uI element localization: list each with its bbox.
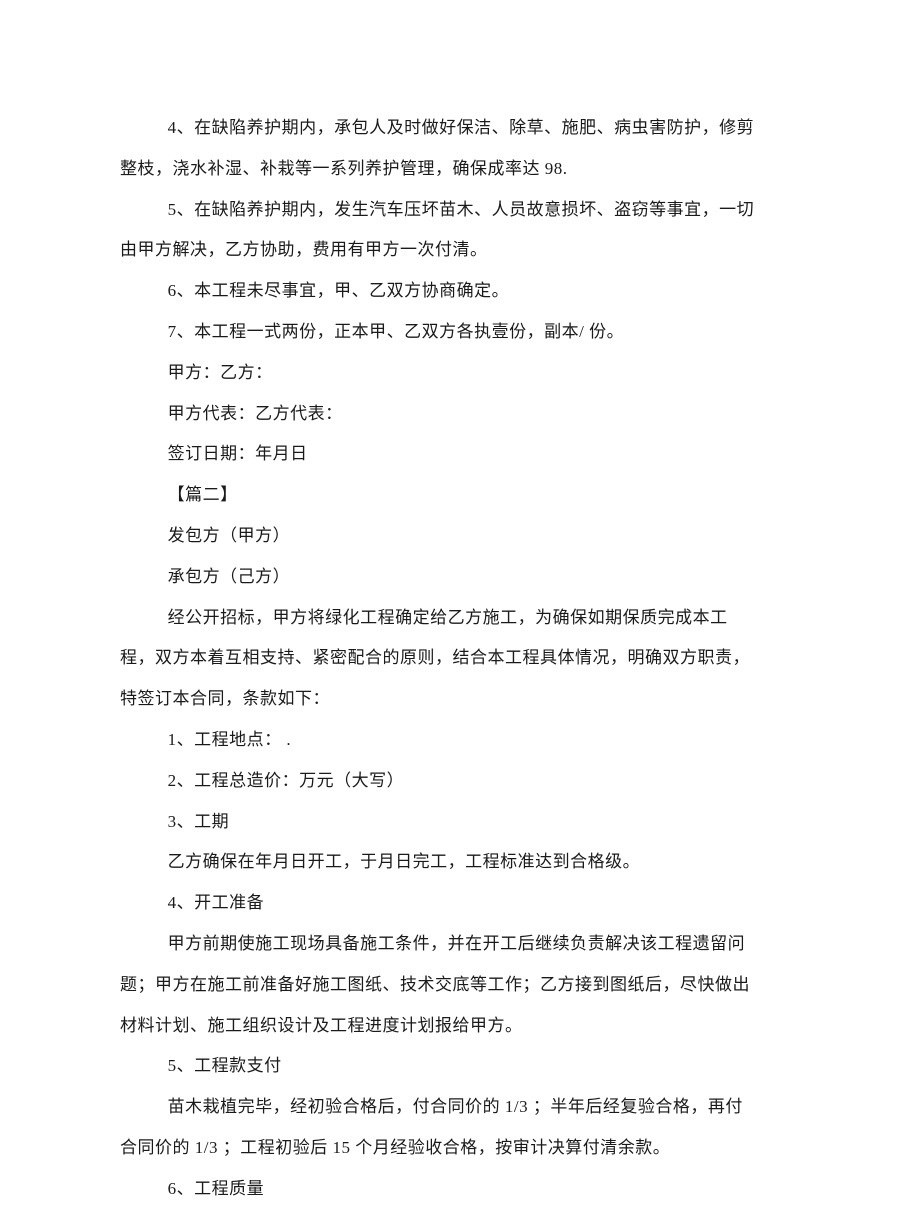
body-text: 6、本工程未尽事宜，甲、乙双方协商确定。	[120, 271, 800, 312]
body-text: 由甲方解决，乙方协助，费用有甲方一次付清。	[120, 230, 800, 271]
body-text: 特签订本合同，条款如下：	[120, 679, 800, 720]
document-page: 4、在缺陷养护期内，承包人及时做好保洁、除草、施肥、病虫害防护，修剪 整枝，浇水…	[0, 0, 920, 1192]
body-text: 4、开工准备	[120, 883, 800, 924]
body-text: 6、工程质量	[120, 1169, 800, 1210]
body-text: 合同价的 1/3 ；工程初验后 15 个月经验收合格，按审计决算付清余款。	[120, 1128, 800, 1169]
body-text: 2、工程总造价：万元（大写）	[120, 761, 800, 802]
body-text: 乙方确保在年月日开工，于月日完工，工程标准达到合格级。	[120, 842, 800, 883]
section-heading: 【篇二】	[120, 475, 800, 516]
body-text: 5、工程款支付	[120, 1046, 800, 1087]
body-text: 苗木栽植完毕，经初验合格后，付合同价的 1/3 ；半年后经复验合格，再付	[120, 1087, 800, 1128]
body-text: 发包方（甲方）	[120, 516, 800, 557]
body-text: 甲方前期使施工现场具备施工条件，并在开工后继续负责解决该工程遗留问	[120, 924, 800, 965]
body-text: 经公开招标，甲方将绿化工程确定给乙方施工，为确保如期保质完成本工	[120, 598, 800, 639]
body-text: 题；甲方在施工前准备好施工图纸、技术交底等工作；乙方接到图纸后，尽快做出	[120, 965, 800, 1006]
body-text: 承包方（己方）	[120, 557, 800, 598]
body-text: 甲方代表：乙方代表：	[120, 394, 800, 435]
body-text: 程，双方本着互相支持、紧密配合的原则，结合本工程具体情况，明确双方职责，	[120, 638, 800, 679]
body-text: 3、工期	[120, 802, 800, 843]
body-text: 4、在缺陷养护期内，承包人及时做好保洁、除草、施肥、病虫害防护，修剪	[120, 108, 800, 149]
body-text: 1、工程地点： .	[120, 720, 800, 761]
body-text: 材料计划、施工组织设计及工程进度计划报给甲方。	[120, 1006, 800, 1047]
body-text: 整枝，浇水补湿、补栽等一系列养护管理，确保成率达 98.	[120, 149, 800, 190]
body-text: 7、本工程一式两份，正本甲、乙双方各执壹份，副本/ 份。	[120, 312, 800, 353]
body-text: 签订日期：年月日	[120, 434, 800, 475]
body-text: 5、在缺陷养护期内，发生汽车压坏苗木、人员故意损坏、盗窃等事宜，一切	[120, 190, 800, 231]
body-text: 甲方：乙方：	[120, 353, 800, 394]
